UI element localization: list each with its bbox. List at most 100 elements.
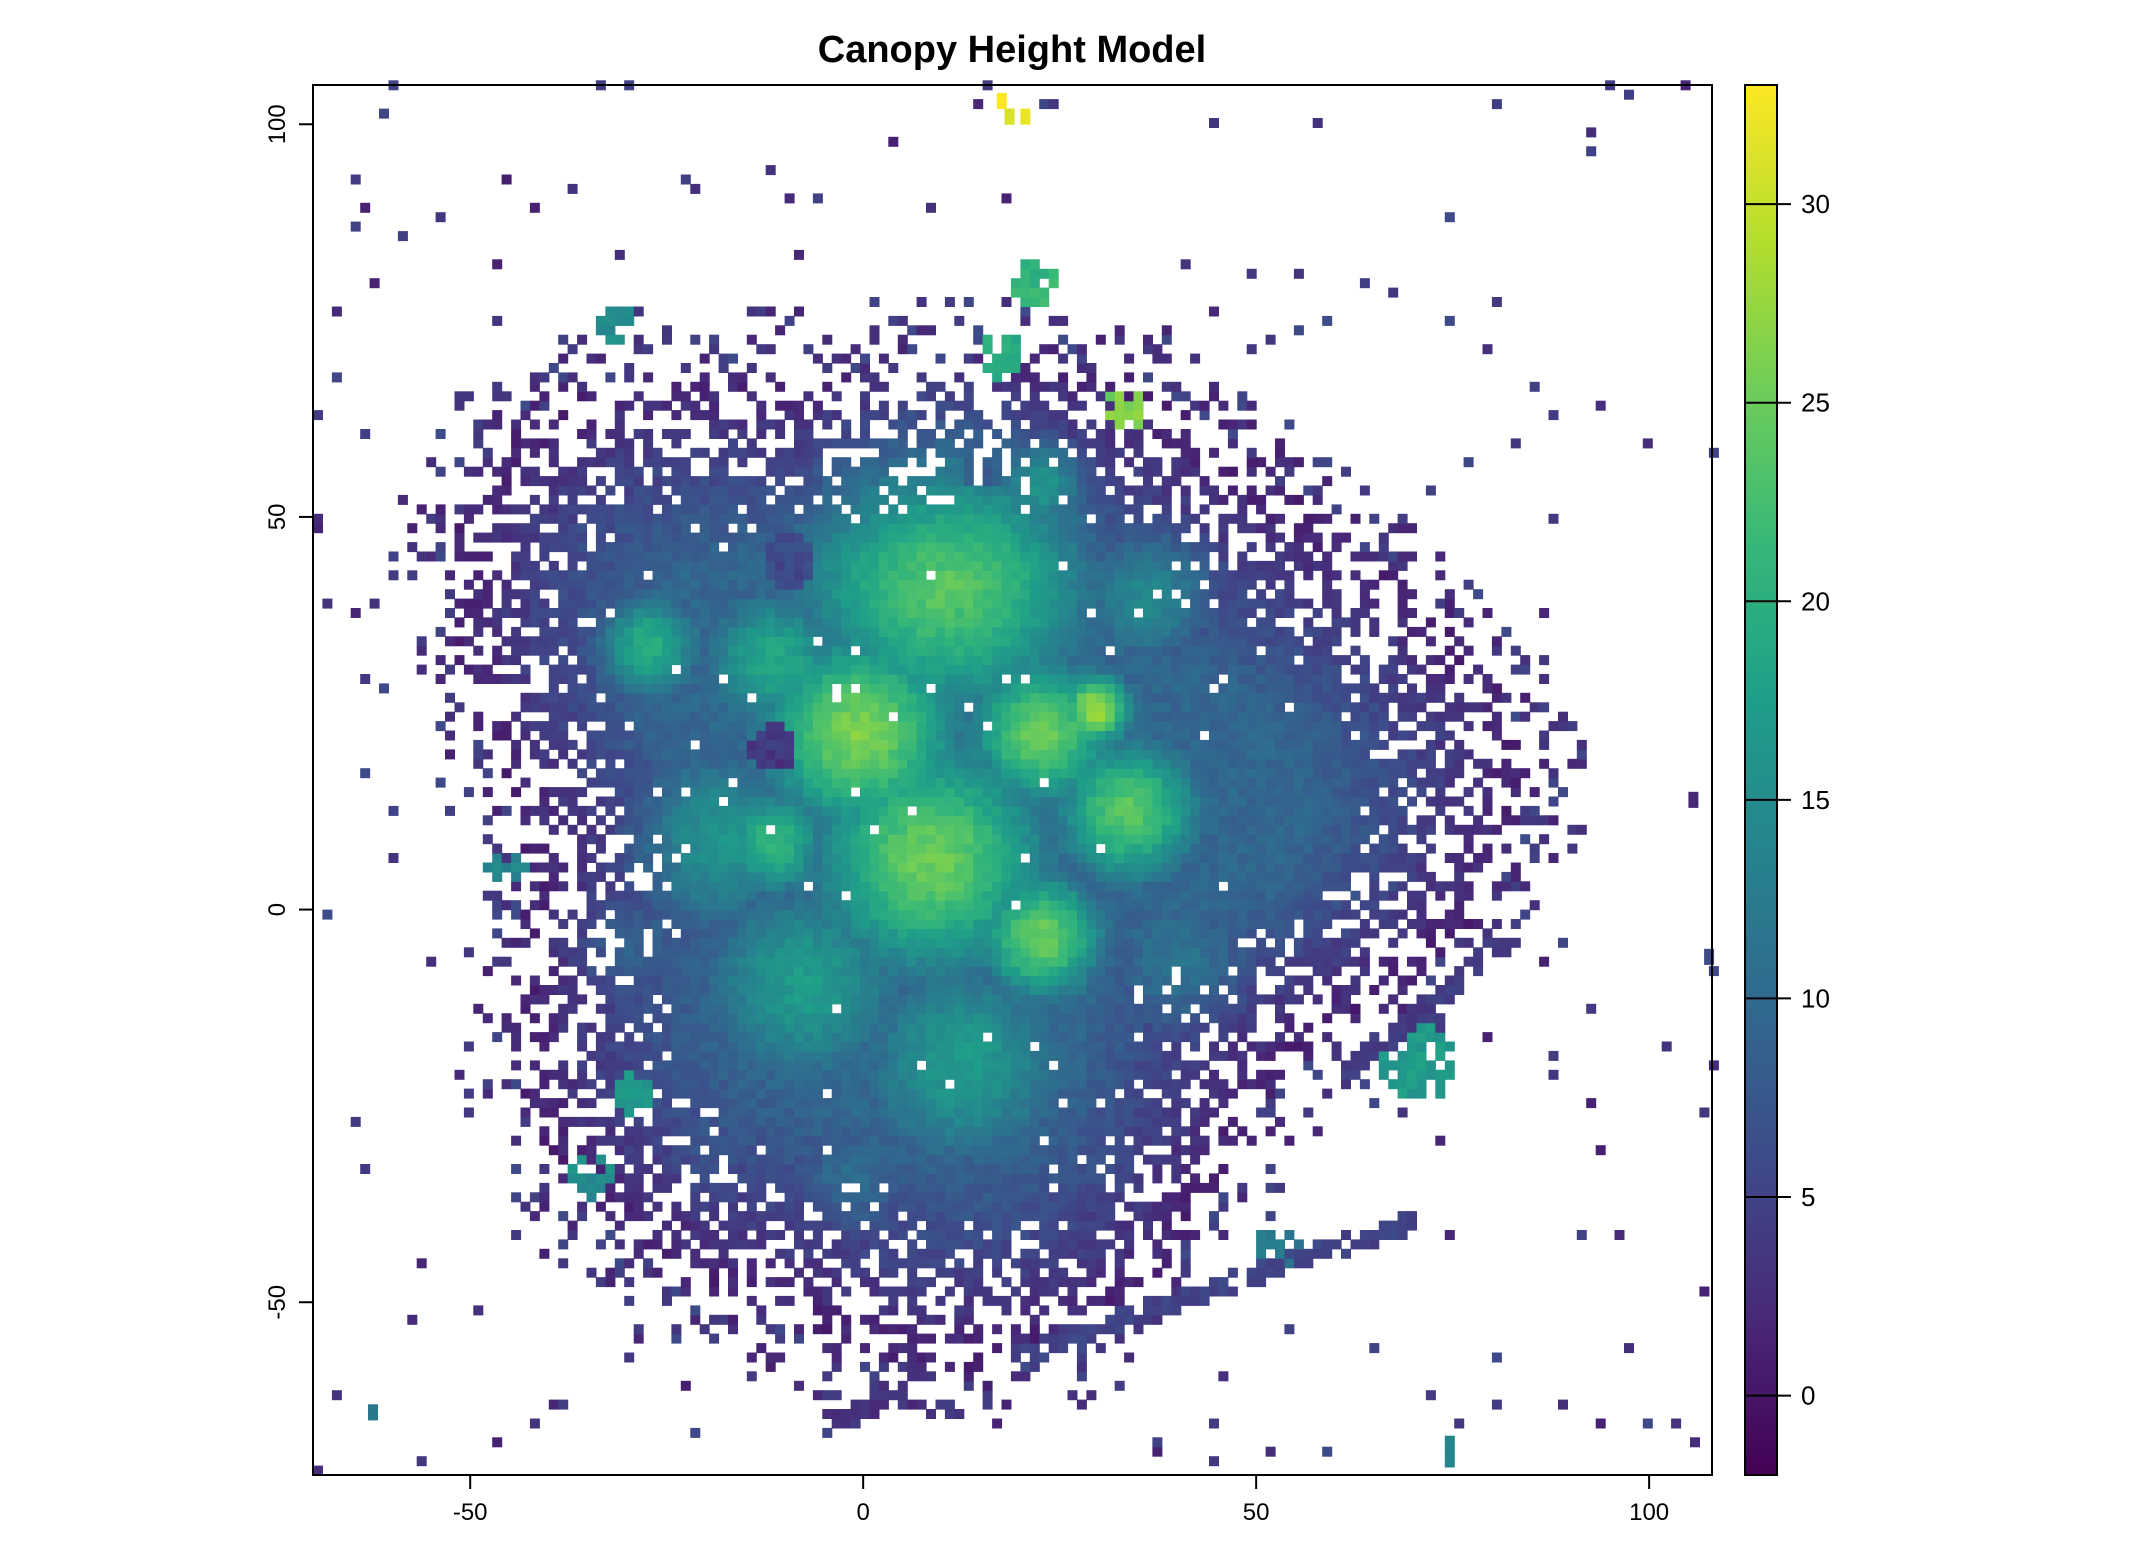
raster-cell [728, 985, 738, 995]
raster-cell [935, 626, 946, 637]
raster-cell [822, 494, 833, 505]
raster-cell [935, 1135, 946, 1146]
raster-cell [935, 947, 946, 958]
raster-cell [973, 1088, 984, 1099]
raster-cell [944, 975, 955, 986]
raster-cell [944, 1192, 955, 1203]
raster-cell [869, 900, 880, 911]
raster-cell [841, 1164, 852, 1174]
raster-cell [784, 787, 795, 798]
raster-cell [935, 664, 946, 675]
raster-cell [558, 1258, 569, 1269]
raster-cell [803, 674, 814, 684]
raster-cell [794, 900, 804, 911]
raster-cell [794, 560, 804, 571]
raster-cell [614, 542, 625, 553]
raster-cell [888, 739, 899, 750]
raster-cell [794, 966, 804, 977]
raster-cell [812, 1220, 823, 1231]
raster-cell [1001, 608, 1012, 618]
raster-cell [1001, 1032, 1012, 1043]
raster-cell [699, 721, 710, 732]
raster-cell [1020, 1041, 1031, 1052]
raster-cell [935, 702, 946, 713]
raster-cell [1010, 1220, 1021, 1231]
raster-cell [982, 1126, 993, 1137]
raster-cell [944, 1399, 955, 1410]
raster-cell [1020, 1154, 1031, 1165]
raster-cell [652, 542, 663, 553]
raster-cell [897, 777, 908, 788]
raster-cell [492, 532, 503, 543]
raster-cell [916, 721, 927, 732]
raster-cell [831, 1145, 842, 1156]
raster-cell [728, 787, 738, 798]
raster-cell [954, 739, 965, 750]
raster-cell [954, 485, 965, 496]
raster-cell [511, 1022, 522, 1033]
raster-cell [662, 1098, 672, 1109]
raster-cell [1039, 843, 1050, 854]
raster-cell [916, 598, 927, 609]
raster-cell [1039, 758, 1050, 769]
raster-cell [982, 824, 993, 835]
raster-cell [614, 570, 625, 581]
raster-cell [850, 937, 861, 948]
raster-cell [869, 721, 880, 732]
raster-cell [737, 843, 748, 854]
raster-cell [765, 636, 776, 647]
raster-cell [548, 419, 559, 430]
raster-cell [860, 1201, 870, 1212]
raster-cell [624, 626, 635, 637]
raster-cell [652, 400, 663, 411]
raster-cell [794, 626, 804, 637]
raster-cell [850, 1145, 861, 1156]
raster-cell [982, 853, 993, 863]
raster-cell [595, 937, 606, 948]
raster-cell [643, 608, 654, 618]
raster-cell [539, 758, 550, 769]
raster-cell [718, 890, 729, 901]
raster-cell [737, 711, 748, 722]
raster-cell [737, 1116, 748, 1127]
raster-cell [595, 523, 606, 534]
raster-cell [548, 1032, 559, 1043]
raster-cell [624, 937, 635, 948]
raster-cell [558, 372, 569, 383]
raster-cell [662, 617, 672, 628]
raster-cell [784, 1154, 795, 1165]
raster-cell [897, 1050, 908, 1061]
raster-cell [699, 1230, 710, 1240]
raster-cell [728, 730, 738, 741]
raster-cell [822, 1013, 833, 1024]
raster-cell [869, 551, 880, 562]
raster-cell [605, 1267, 616, 1278]
raster-cell [982, 834, 993, 845]
raster-cell [822, 570, 833, 581]
raster-cell [680, 777, 691, 788]
raster-cell [709, 429, 720, 439]
raster-cell [907, 494, 918, 505]
raster-cell [718, 1041, 729, 1052]
raster-cell [558, 674, 569, 684]
raster-cell [652, 1079, 663, 1090]
raster-cell [775, 1098, 786, 1109]
raster-cell [878, 815, 889, 826]
raster-cell [926, 589, 936, 600]
raster-cell [558, 664, 569, 675]
raster-cell [473, 711, 484, 722]
raster-cell [737, 513, 748, 524]
raster-cell [841, 1032, 852, 1043]
raster-cell [643, 579, 654, 590]
raster-cell [586, 391, 597, 402]
raster-cell [680, 796, 691, 807]
raster-cell [803, 1116, 814, 1127]
raster-cell [992, 1116, 1003, 1127]
raster-cell [935, 1116, 946, 1127]
raster-cell [709, 947, 720, 958]
raster-cell [831, 890, 842, 901]
raster-cell [746, 494, 757, 505]
raster-cell [954, 542, 965, 553]
raster-cell [822, 975, 833, 986]
raster-cell [916, 1050, 927, 1061]
